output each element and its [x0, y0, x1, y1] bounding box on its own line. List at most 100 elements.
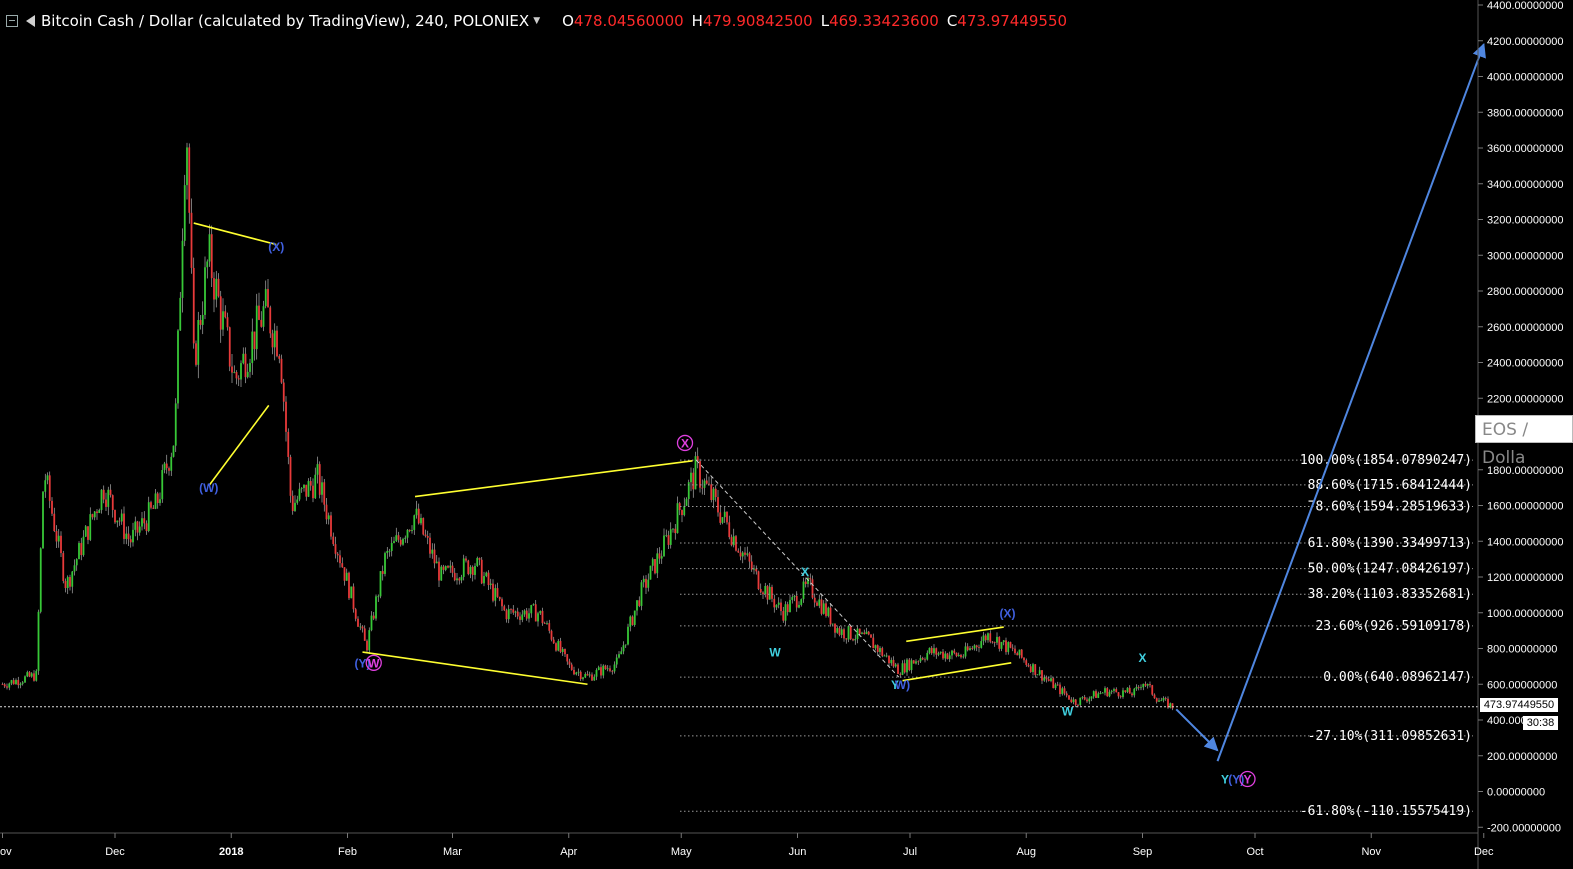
- candle-body: [593, 676, 596, 681]
- candle-body: [789, 599, 791, 613]
- candle-body: [1054, 684, 1057, 689]
- y-tick-label: 1000.00000000: [1487, 608, 1563, 620]
- candle-body: [1131, 693, 1133, 696]
- candle-body: [948, 655, 951, 660]
- wave-label: W: [769, 646, 781, 660]
- candle-body: [280, 358, 283, 383]
- candle-body: [723, 511, 726, 518]
- candle-body: [849, 626, 852, 640]
- candle-body: [771, 586, 773, 599]
- candle-body: [829, 607, 832, 625]
- candle-body: [1016, 653, 1019, 656]
- candle-body: [791, 597, 794, 600]
- candle-body: [696, 456, 699, 462]
- candle-body: [1144, 683, 1147, 686]
- price-axis[interactable]: 4400.00000000 4200.00000000 4000.00000000 3…: [1477, 0, 1563, 869]
- candle-body: [138, 526, 141, 533]
- candle-body: [51, 500, 53, 514]
- candle-body: [111, 495, 114, 511]
- candle-body: [127, 533, 130, 540]
- candle-body: [798, 604, 800, 608]
- candle-body: [213, 278, 215, 300]
- projection-arrows[interactable]: [1175, 43, 1486, 762]
- candle-body: [192, 267, 195, 344]
- y-tick-label: 0.00000000: [1487, 787, 1545, 799]
- candle-body: [314, 474, 317, 499]
- candle-body: [879, 648, 881, 652]
- candle-body: [489, 583, 492, 586]
- candle-body: [872, 637, 875, 649]
- candle-body: [6, 686, 8, 688]
- candle-body: [532, 604, 535, 606]
- candle-body: [773, 598, 776, 608]
- candle-body: [483, 576, 485, 584]
- trendline-drawings[interactable]: [193, 222, 1012, 686]
- candle-body: [993, 642, 996, 643]
- candle-body: [397, 535, 400, 540]
- time-axis[interactable]: ov Dec 2018 Feb Mar Apr May Jun Jul Aug Sep Oct Nov D…: [0, 832, 1494, 858]
- candle-body: [1160, 700, 1163, 702]
- candle-body: [300, 488, 303, 489]
- candle-body: [676, 503, 679, 534]
- candle-body: [170, 456, 173, 471]
- candle-body: [291, 495, 294, 511]
- candle-body: [123, 513, 125, 539]
- candle-body: [267, 289, 269, 308]
- wave-label-text: Y: [891, 678, 899, 692]
- candle-body: [447, 566, 449, 568]
- candle-body: [444, 566, 447, 570]
- candle-body: [278, 356, 281, 359]
- candle-body: [478, 558, 481, 560]
- candle-body: [928, 647, 931, 653]
- candle-body: [820, 599, 823, 614]
- candle-body: [687, 482, 690, 500]
- flag-icon[interactable]: [26, 15, 35, 27]
- candle-body: [424, 534, 427, 537]
- candle-body: [768, 586, 771, 600]
- candle-body: [957, 654, 960, 657]
- candle-body: [782, 611, 785, 621]
- candle-body: [705, 480, 708, 484]
- candle-body: [336, 553, 339, 556]
- candle-body: [15, 680, 17, 685]
- candle-body: [368, 630, 371, 651]
- candle-body: [568, 661, 571, 665]
- candle-body: [120, 513, 123, 522]
- symbol-title[interactable]: Bitcoin Cash / Dollar (calculated by Tra…: [41, 12, 530, 30]
- candle-body: [357, 618, 359, 627]
- candle-body: [440, 566, 443, 581]
- candle-body: [163, 463, 166, 471]
- candle-body: [294, 502, 296, 511]
- candle-body: [795, 595, 798, 608]
- wave-label: Y: [1221, 772, 1229, 786]
- candle-body: [631, 616, 634, 625]
- candle-body: [404, 537, 407, 539]
- candle-body: [386, 550, 389, 554]
- candle-body: [924, 659, 926, 661]
- menu-collapse-icon[interactable]: [6, 15, 18, 27]
- candle-body: [703, 480, 706, 488]
- candle-body: [204, 267, 206, 315]
- candle-body: [748, 553, 751, 562]
- candle-body: [645, 578, 647, 588]
- caret-down-icon[interactable]: ▼: [533, 16, 541, 26]
- fib-retracement[interactable]: 100.00%(1854.07890247) 88.60%(1715.684124…: [680, 453, 1473, 819]
- bar-countdown-label: 30:38: [1523, 716, 1558, 730]
- wave-label-text: (W): [199, 481, 218, 495]
- candle-body: [604, 665, 607, 670]
- symbol-legend[interactable]: Bitcoin Cash / Dollar (calculated by Tra…: [0, 8, 1067, 34]
- candle-body: [1099, 693, 1102, 694]
- candle-body: [1063, 688, 1066, 694]
- y-tick-label: 3200.00000000: [1487, 215, 1563, 227]
- candle-body: [188, 147, 191, 213]
- y-tick-label: 600.00000000: [1487, 679, 1557, 691]
- compare-symbol-tab[interactable]: EOS / Dolla: [1475, 415, 1573, 468]
- fib-level-label: 88.60%(1715.68412444): [1308, 478, 1472, 493]
- candle-body: [1104, 688, 1106, 693]
- candle-body: [775, 604, 778, 608]
- candle-body: [642, 578, 645, 583]
- candle-body: [1061, 688, 1064, 695]
- candle-body: [890, 659, 893, 664]
